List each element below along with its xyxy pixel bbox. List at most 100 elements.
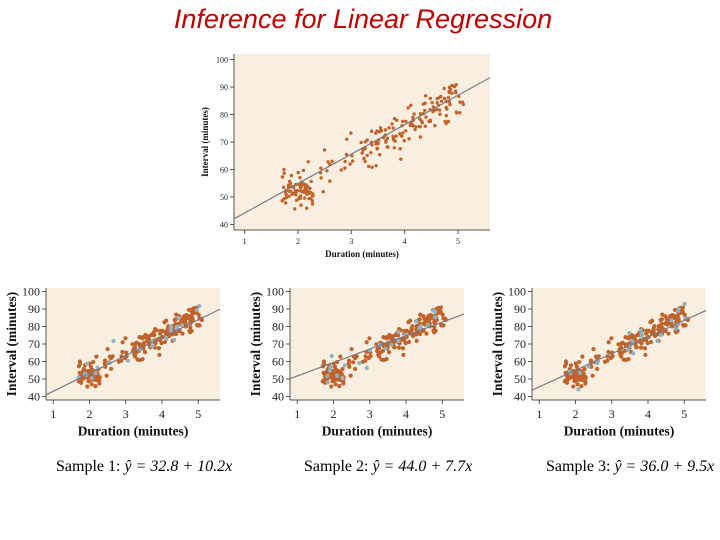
sample2-data-point (384, 336, 389, 341)
sample2-sample-point (433, 309, 438, 314)
main-data-point (384, 140, 388, 144)
main-data-point (387, 126, 391, 130)
sample3-sample-point (673, 326, 679, 331)
main-y-tick-label: 50 (220, 193, 228, 202)
sample1-scatter-chart: 40 50 60 70 80 90 100 1 2 3 4 5 Duration (minutes) In… (4, 285, 221, 439)
main-data-point (402, 139, 406, 143)
sample3-data-point (674, 330, 679, 335)
main-data-point (392, 146, 397, 150)
sample1-y-tick-label: 80 (28, 320, 40, 334)
sample2-sample-point (327, 368, 332, 373)
main-data-point (325, 169, 329, 173)
sample2-y-tick-label: 50 (272, 372, 284, 386)
sample3-data-point (593, 354, 599, 359)
sample1-data-point (135, 357, 140, 362)
sample3-data-point (573, 361, 578, 366)
sample2-sample-point (389, 342, 394, 347)
sample3-data-point (660, 312, 665, 317)
sample1-y-tick-label: 50 (28, 372, 40, 386)
sample3-data-point (683, 323, 688, 328)
sample2-data-point (392, 345, 397, 350)
sample3-data-point (626, 336, 631, 341)
sample2-data-point (335, 377, 341, 382)
main-data-point (399, 157, 403, 161)
sample3-data-point (679, 306, 684, 311)
main-data-point (374, 142, 378, 146)
sample2-data-point (397, 327, 402, 332)
sample3-data-point (668, 313, 674, 319)
sample3-data-point (562, 364, 568, 369)
sample1-data-point (119, 358, 124, 363)
main-data-point (374, 163, 378, 168)
main-data-point (454, 91, 458, 95)
main-data-point (439, 99, 444, 104)
main-data-point (301, 189, 306, 194)
sample2-data-point (426, 313, 432, 319)
sample2-data-point (367, 336, 372, 341)
sample1-data-point (162, 320, 167, 325)
sample3-y-tick-label: 40 (514, 390, 526, 404)
main-x-tick-label: 4 (403, 237, 407, 246)
sample3-x-axis-label: Duration (minutes) (564, 424, 675, 439)
sample1-caption-prefix: Sample 1: (56, 458, 121, 475)
sample2-x-axis-label: Duration (minutes) (322, 424, 433, 439)
main-y-tick-label: 70 (220, 138, 228, 147)
main-data-point (301, 168, 306, 173)
sample1-data-point (91, 359, 96, 365)
sample3-sample-point (631, 351, 636, 356)
sample3-data-point (595, 366, 600, 371)
sample3-data-point (620, 340, 625, 345)
main-data-point (404, 129, 408, 133)
sample1-sample-point (84, 361, 90, 366)
main-data-point (309, 196, 313, 201)
sample2-caption: Sample 2: ŷ = 44.0 + 7.7x (304, 458, 472, 476)
sample2-caption-prefix: Sample 2: (304, 458, 369, 475)
sample2-data-point (406, 339, 412, 345)
main-data-point (309, 191, 313, 195)
sample2-data-point (347, 364, 352, 369)
sample3-data-point (606, 340, 611, 345)
sample3-y-tick-label: 50 (514, 372, 526, 386)
sample1-data-point (182, 318, 188, 323)
main-data-point (362, 156, 366, 161)
main-data-point (349, 131, 353, 135)
sample1-x-axis-label: Duration (minutes) (78, 424, 189, 439)
sample1-data-point (151, 330, 156, 335)
main-data-point (369, 150, 373, 155)
main-data-point (450, 91, 454, 95)
sample3-data-point (656, 327, 661, 332)
sample3-equation: ŷ = 36.0 + 9.5x (614, 458, 715, 475)
sample1-data-point (94, 354, 99, 359)
sample2-data-point (341, 381, 346, 386)
main-data-point (330, 159, 334, 164)
sample1-data-point (180, 331, 185, 336)
sample1-y-tick-label: 70 (28, 337, 40, 351)
sample1-data-point (186, 307, 191, 313)
sample2-data-point (384, 343, 389, 348)
sample3-data-point (568, 363, 574, 368)
main-data-point (431, 109, 435, 114)
sample1-y-axis-label: Interval (minutes) (4, 292, 19, 397)
sample2-y-tick-label: 60 (272, 355, 284, 369)
main-data-point (435, 107, 439, 112)
sample2-data-point (368, 354, 373, 359)
sample1-sample-point (93, 371, 98, 376)
sample1-data-point (134, 340, 139, 345)
sample2-data-point (426, 318, 432, 323)
sample3-data-point (648, 320, 653, 325)
sample1-data-point (145, 338, 150, 343)
sample2-sample-point (425, 322, 430, 328)
main-data-point (407, 137, 411, 141)
main-regression-line (233, 77, 491, 220)
sample3-data-point (605, 358, 610, 363)
main-data-point (423, 94, 428, 98)
sample3-sample-point (630, 339, 635, 344)
sample3-data-point (663, 314, 668, 319)
sample3-data-point (582, 366, 587, 372)
sample2-data-point (349, 346, 354, 352)
main-data-point (308, 186, 312, 191)
sample3-data-point (666, 331, 671, 336)
main-data-point (398, 147, 402, 151)
sample1-data-point (182, 313, 188, 319)
main-data-point (392, 116, 397, 121)
